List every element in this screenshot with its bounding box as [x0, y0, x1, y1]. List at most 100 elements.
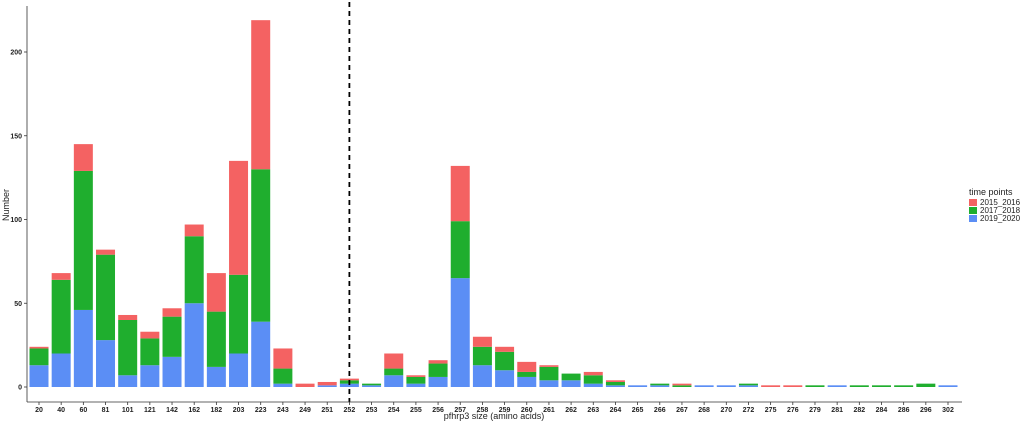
- bar-segment: [140, 365, 160, 387]
- legend-label: 2019_2020: [980, 214, 1021, 223]
- bar-segment: [406, 375, 426, 377]
- x-tick-label: 251: [321, 407, 333, 414]
- bar-segment: [472, 336, 492, 347]
- bar-segment: [29, 348, 49, 366]
- bar-segment: [339, 383, 359, 387]
- bar-segment: [539, 365, 559, 367]
- bar-segment: [295, 383, 315, 387]
- bar-segment: [672, 383, 692, 386]
- x-tick-label: 253: [366, 407, 378, 414]
- x-tick-label: 259: [499, 407, 511, 414]
- bar-segment: [29, 365, 49, 387]
- x-tick-label: 282: [853, 407, 865, 414]
- bar-segment: [251, 321, 271, 387]
- x-tick-label: 252: [344, 407, 356, 414]
- bar-segment: [317, 381, 337, 386]
- x-tick-label: 101: [122, 407, 134, 414]
- x-axis-label: pfhrp3 size (amino acids): [444, 411, 545, 421]
- x-tick-label: 223: [255, 407, 267, 414]
- x-tick-label: 81: [102, 407, 110, 414]
- x-tick-label: 258: [477, 407, 489, 414]
- bar-segment: [938, 385, 958, 387]
- bar-segment: [539, 366, 559, 381]
- bar-segment: [162, 316, 182, 357]
- bar-segment: [428, 360, 448, 364]
- bar-segment: [428, 363, 448, 377]
- bar-segment: [162, 308, 182, 317]
- x-tick-label: 272: [743, 407, 755, 414]
- x-tick-label: 275: [765, 407, 777, 414]
- x-tick-label: 270: [720, 407, 732, 414]
- x-tick-label: 60: [79, 407, 87, 414]
- bar-segment: [229, 274, 249, 354]
- bar-segment: [73, 309, 93, 387]
- x-tick-label: 265: [632, 407, 644, 414]
- bar-segment: [583, 371, 603, 376]
- x-tick-label: 203: [233, 407, 245, 414]
- bar-segment: [694, 385, 714, 387]
- x-tick-label: 243: [277, 407, 289, 414]
- bar-segment: [871, 385, 891, 387]
- x-tick-label: 261: [543, 407, 555, 414]
- bar-segment: [51, 279, 71, 354]
- bar-segment: [605, 385, 625, 387]
- bar-segment: [206, 311, 226, 367]
- bar-segment: [73, 144, 93, 171]
- bar-segment: [517, 376, 537, 387]
- bar-segment: [583, 375, 603, 384]
- bar-segment: [716, 385, 736, 387]
- x-tick-label: 121: [144, 407, 156, 414]
- bars-group: [29, 20, 958, 387]
- x-tick-label: 142: [166, 407, 178, 414]
- x-tick-label: 276: [787, 407, 799, 414]
- bar-segment: [406, 383, 426, 387]
- bar-segment: [539, 380, 559, 387]
- bar-segment: [805, 385, 825, 387]
- bar-segment: [428, 376, 448, 387]
- bar-segment: [362, 383, 382, 386]
- x-tick-label: 267: [676, 407, 688, 414]
- x-tick-label: 266: [654, 407, 666, 414]
- bar-segment: [51, 273, 71, 280]
- x-tick-label: 286: [898, 407, 910, 414]
- y-tick-label: 200: [10, 50, 22, 57]
- legend-label: 2017_2018: [980, 206, 1021, 215]
- bar-segment: [650, 383, 670, 386]
- legend-title: time points: [969, 187, 1013, 197]
- bar-segment: [894, 385, 914, 387]
- x-tick-label: 257: [454, 407, 466, 414]
- bar-segment: [118, 320, 138, 376]
- y-tick-label: 50: [14, 301, 22, 308]
- bar-segment: [384, 368, 404, 376]
- bar-segment: [140, 331, 160, 339]
- legend-swatch: [969, 215, 977, 222]
- bar-segment: [251, 20, 271, 170]
- x-tick-label: 255: [410, 407, 422, 414]
- x-tick-label: 249: [299, 407, 311, 414]
- y-ticks: 0 50 100 150 200: [10, 50, 27, 392]
- x-tick-label: 268: [698, 407, 710, 414]
- bar-segment: [472, 365, 492, 387]
- bar-segment: [339, 378, 359, 381]
- bar-segment: [29, 346, 49, 349]
- bar-segment: [738, 385, 758, 387]
- x-tick-label: 284: [876, 407, 888, 414]
- x-tick-label: 260: [521, 407, 533, 414]
- bar-segment: [738, 383, 758, 386]
- bar-segment: [384, 375, 404, 387]
- legend-label: 2015_2016: [980, 198, 1021, 207]
- bar-segment: [849, 385, 869, 387]
- x-tick-label: 264: [610, 407, 622, 414]
- x-tick-label: 162: [188, 407, 200, 414]
- bar-segment: [605, 380, 625, 382]
- bar-segment: [495, 346, 515, 352]
- bar-segment: [96, 340, 116, 387]
- x-tick-label: 20: [35, 407, 43, 414]
- bar-segment: [362, 385, 382, 387]
- bar-segment: [73, 170, 93, 310]
- bar-segment: [783, 385, 803, 387]
- bar-segment: [761, 385, 781, 387]
- x-tick-label: 296: [920, 407, 932, 414]
